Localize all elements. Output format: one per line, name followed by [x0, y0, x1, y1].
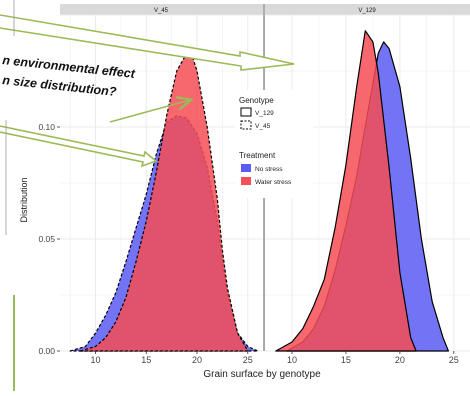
arrow-to-v45-peak [0, 125, 158, 168]
density-area-water-stress-v129 [275, 30, 417, 352]
y-tick-label: 0.05 [38, 234, 55, 244]
overlay-arrows [0, 14, 295, 168]
x-axis-label: Grain surface by genotype [203, 369, 321, 380]
series-left [69, 52, 259, 352]
legend-item-v45: V_45 [255, 123, 271, 130]
legend-item-v129: V_129 [255, 110, 274, 117]
y-tick-label: 0.10 [38, 122, 55, 132]
x-tick-label: 20 [395, 355, 405, 365]
x-tick-label: 20 [192, 355, 202, 365]
legend-genotype-title: Genotype [239, 96, 274, 105]
y-axis-ticks: 0.00 0.05 0.10 [38, 122, 60, 356]
legend: Genotype V_129 V_45 Treatment No stress … [235, 90, 313, 198]
legend-swatch-water-stress [241, 177, 251, 185]
legend-item-no-stress: No stress [255, 166, 283, 173]
y-tick-label: 0.00 [38, 346, 55, 356]
legend-treatment-title: Treatment [239, 151, 276, 160]
legend-item-water-stress: Water stress [255, 179, 292, 186]
arrow-big [109, 100, 190, 123]
x-tick-label: 10 [287, 355, 297, 365]
legend-swatch-v129 [240, 107, 252, 117]
panel-left: V_45 [60, 4, 263, 352]
strip-left-label: V_45 [154, 8, 169, 14]
strip-right-label: V_129 [358, 8, 376, 14]
panel-right: V_129 [264, 4, 470, 352]
legend-swatch-v45 [240, 120, 252, 130]
density-area-water-stress-v45 [79, 52, 249, 352]
y-axis-label: Distribution [19, 177, 29, 222]
x-tick-label: 15 [141, 355, 151, 365]
strip-right [265, 4, 470, 15]
x-axis-ticks: 10 15 20 25 10 15 20 25 [91, 351, 459, 365]
x-tick-label: 10 [91, 355, 101, 365]
legend-swatch-no-stress [241, 164, 251, 172]
strip-left [60, 4, 263, 15]
x-tick-label: 25 [449, 355, 459, 365]
x-tick-label: 15 [341, 355, 351, 365]
x-tick-label: 25 [243, 355, 253, 365]
arrow-to-v129-panel [0, 14, 295, 71]
series-right [275, 30, 449, 352]
